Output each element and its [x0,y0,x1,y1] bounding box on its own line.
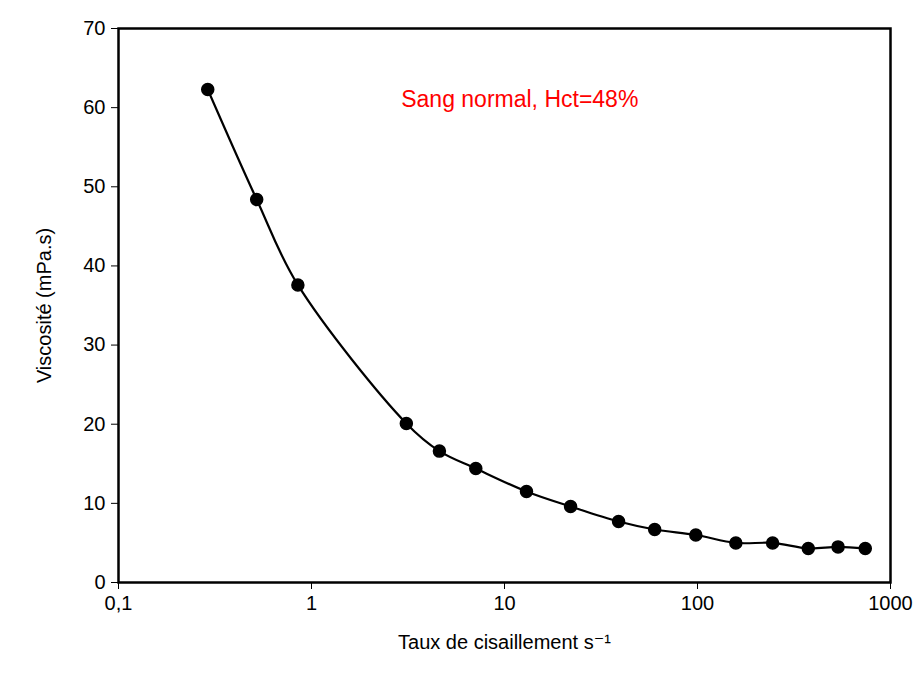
svg-text:70: 70 [83,17,105,39]
svg-text:20: 20 [83,413,105,435]
svg-text:Sang normal, Hct=48%: Sang normal, Hct=48% [401,86,638,112]
svg-text:30: 30 [83,333,105,355]
svg-text:60: 60 [83,96,105,118]
svg-text:Taux de cisaillement s⁻¹: Taux de cisaillement s⁻¹ [398,631,611,653]
svg-text:Viscosité (mPa.s): Viscosité (mPa.s) [33,228,55,383]
svg-text:50: 50 [83,175,105,197]
svg-text:1: 1 [306,592,317,614]
svg-text:1000: 1000 [868,592,913,614]
svg-text:0: 0 [94,571,105,593]
svg-text:100: 100 [681,592,714,614]
svg-text:40: 40 [83,254,105,276]
svg-text:10: 10 [493,592,515,614]
svg-text:0,1: 0,1 [105,592,133,614]
svg-text:10: 10 [83,492,105,514]
